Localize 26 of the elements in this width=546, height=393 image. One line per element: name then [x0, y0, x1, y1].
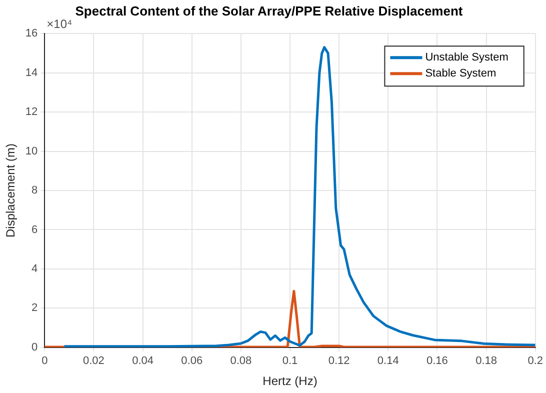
x-tick-label: 0.06 — [181, 355, 203, 368]
x-tick-label: 0.1 — [282, 355, 298, 368]
y-tick-label: 0 — [32, 341, 38, 354]
x-tick-label: 0.18 — [476, 355, 497, 368]
x-tick-label: 0.16 — [426, 355, 448, 368]
legend-label: Stable System — [425, 68, 496, 80]
y-tick-label: 16 — [25, 28, 38, 40]
y-tick-label: 6 — [32, 224, 38, 236]
x-tick-label: 0.12 — [328, 355, 350, 368]
y-tick-label: 12 — [25, 106, 38, 118]
chart-title: Spectral Content of the Solar Array/PPE Relative Displacement — [75, 3, 464, 18]
y-tick-label: 2 — [32, 302, 38, 314]
x-axis-title: Hertz (Hz) — [262, 374, 318, 388]
y-tick-label: 4 — [32, 262, 38, 275]
x-tick-label: 0.2 — [528, 355, 544, 368]
y-tick-label: 14 — [25, 66, 38, 79]
x-tick-label: 0 — [42, 355, 48, 368]
y-tick-label: 8 — [32, 184, 38, 197]
x-tick-label: 0.04 — [132, 355, 154, 368]
legend-label: Unstable System — [425, 52, 508, 64]
x-tick-label: 0.14 — [377, 355, 399, 368]
y-axis-title: Displacement (m) — [4, 143, 18, 238]
text: ×10⁴ — [46, 16, 72, 31]
y-tick-label: 10 — [25, 145, 38, 158]
x-tick-label: 0.02 — [82, 355, 104, 368]
x-tick-label: 0.08 — [230, 355, 252, 368]
